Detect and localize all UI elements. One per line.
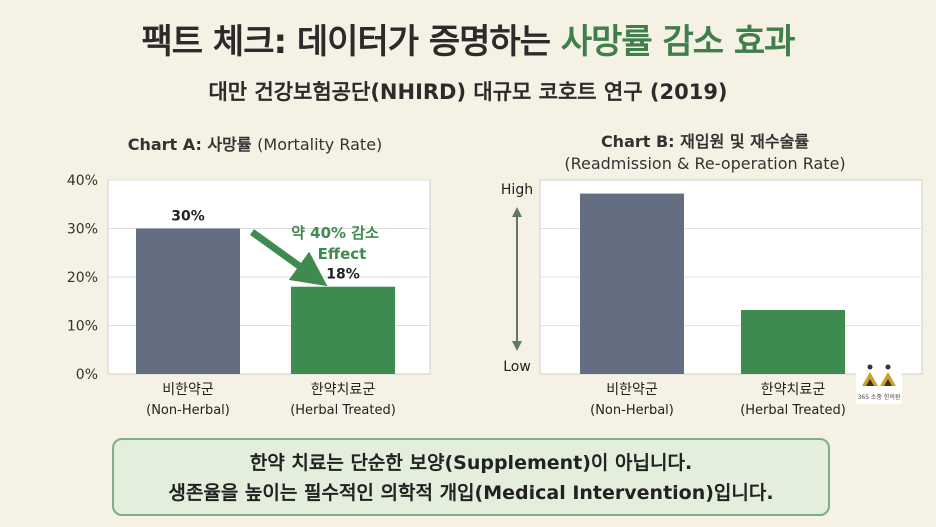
chart-b-title: Chart B: 재입원 및 재수술률 (Readmission & Re-op…: [564, 132, 846, 173]
chart-a-x-label: 비한약군: [162, 382, 214, 398]
conclusion-line-1: 한약 치료는 단순한 보양(Supplement)이 아닙니다.: [249, 452, 693, 474]
chart-b-low-label: Low: [503, 359, 531, 375]
chart-b-x-label: 한약치료군: [761, 382, 826, 398]
title-highlight: 사망률 감소 효과: [560, 22, 796, 62]
chart-a-y-tick: 10%: [67, 319, 98, 335]
chart-a-title: Chart A: 사망률 (Mortality Rate): [127, 135, 383, 154]
chart-a-data-label: 18%: [326, 267, 360, 283]
chart-a-y-tick: 0%: [76, 367, 98, 383]
chart-b-bar: [580, 193, 684, 374]
chart-a-x-label-en: (Herbal Treated): [290, 403, 396, 418]
chart-b-x-label-en: (Herbal Treated): [740, 403, 846, 418]
chart-b-bar: [741, 309, 845, 374]
conclusion-line-2: 생존율을 높이는 필수적인 의학적 개입(Medical Interventio…: [168, 482, 774, 504]
page-subtitle: 대만 건강보험공단(NHIRD) 대규모 코호트 연구 (2019): [208, 80, 728, 104]
conclusion-box: 한약 치료는 단순한 보양(Supplement)이 아닙니다. 생존율을 높이…: [112, 438, 830, 516]
clinic-logo: 365 소중 한의원: [856, 360, 902, 404]
chart-a-y-tick: 40%: [67, 173, 98, 189]
chart-a-bar: [291, 286, 395, 374]
chart-b-x-label-en: (Non-Herbal): [590, 403, 674, 418]
chart-a-y-tick: 20%: [67, 270, 98, 286]
chart-a-annotation: Effect: [318, 245, 367, 263]
chart-a-bar: [136, 228, 240, 374]
chart-a-y-tick: 30%: [67, 222, 98, 238]
page-title: 팩트 체크: 데이터가 증명하는 사망률 감소 효과: [141, 22, 796, 62]
chart-a-data-label: 30%: [171, 209, 205, 225]
clinic-logo-icon: [862, 364, 896, 386]
clinic-logo-text: 365 소중 한의원: [857, 394, 901, 401]
chart-a-x-label: 한약치료군: [311, 382, 376, 398]
chart-b-x-label: 비한약군: [606, 382, 658, 398]
chart-b-high-label: High: [501, 182, 533, 198]
chart-a-x-label-en: (Non-Herbal): [146, 403, 230, 418]
chart-a-annotation: 약 40% 감소: [291, 224, 379, 242]
chart-a-reduction-arrow: [249, 229, 328, 287]
